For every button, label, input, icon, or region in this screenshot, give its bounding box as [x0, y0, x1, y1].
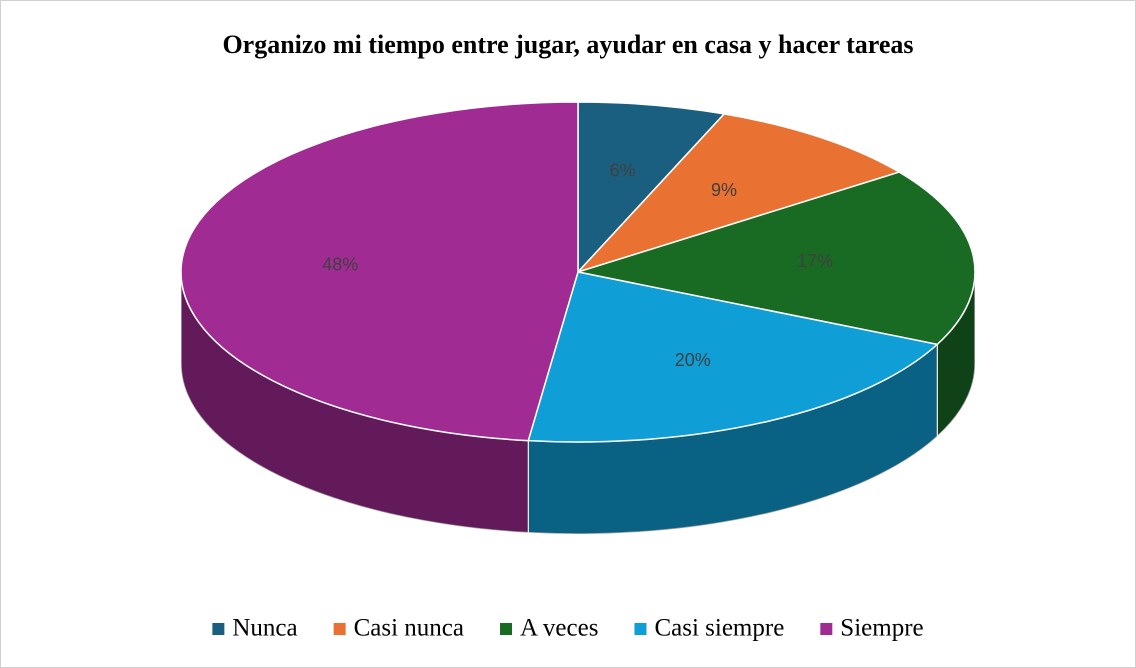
- legend-swatch: [500, 623, 513, 635]
- data-label: 48%: [322, 254, 358, 274]
- data-label: 17%: [797, 251, 833, 271]
- data-label: 20%: [675, 350, 711, 370]
- legend-swatch: [820, 623, 833, 635]
- legend-label: Casi nunca: [354, 615, 464, 642]
- legend-swatch: [333, 623, 346, 635]
- data-label: 9%: [711, 180, 737, 200]
- legend-label: Nunca: [232, 615, 297, 642]
- legend-label: Casi siempre: [654, 615, 784, 642]
- data-label: 6%: [610, 161, 636, 181]
- legend-swatch: [634, 623, 647, 635]
- pie-slice: [577, 101, 726, 274]
- pie-slice: [575, 113, 902, 274]
- pie-side-shade: [181, 272, 529, 533]
- legend: Nunca Casi nunca A veces Casi siempre Siempr…: [212, 615, 924, 642]
- legend-label: Siempre: [840, 615, 923, 642]
- pie-side-shade: [937, 272, 975, 437]
- pie-slice: [577, 171, 976, 346]
- legend-label: A veces: [520, 615, 598, 642]
- pie-slice: [180, 101, 579, 442]
- pie-slice: [527, 271, 939, 443]
- pie-side-shade: [528, 344, 938, 534]
- chart-title: Organizo mi tiempo entre jugar, ayudar e…: [222, 30, 913, 59]
- data-labels: 6% 9% 17% 20% 48%: [322, 161, 833, 371]
- pie-tops: [180, 101, 976, 443]
- pie-sides: [180, 271, 976, 535]
- legend-swatch: [212, 623, 225, 635]
